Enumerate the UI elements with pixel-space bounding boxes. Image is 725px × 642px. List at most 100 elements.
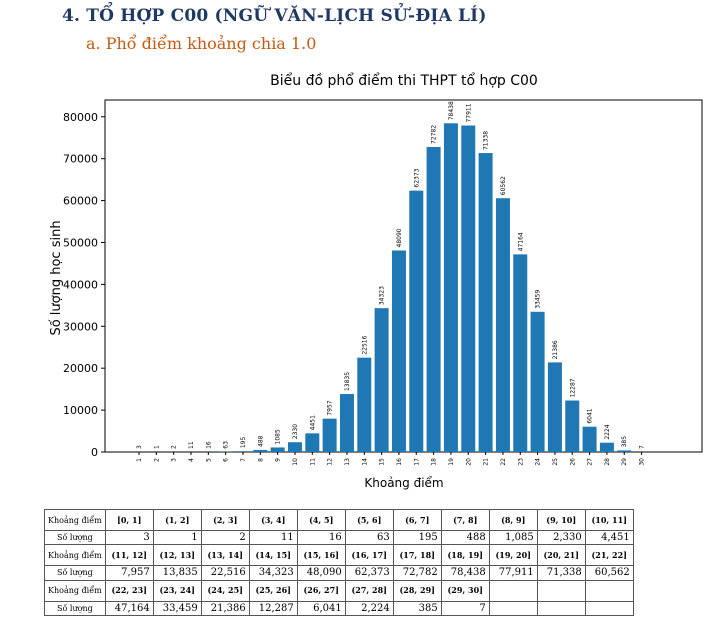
count-cell: 48,090 <box>296 565 346 581</box>
x-tick-label: 22 <box>500 458 507 466</box>
range-cell: (10, 11] <box>584 509 634 531</box>
count-cell: 60,562 <box>584 565 634 581</box>
range-cell: (11, 12] <box>104 544 154 567</box>
bar <box>270 447 285 452</box>
data-label: 385 <box>621 436 628 448</box>
data-label: 2330 <box>292 424 299 439</box>
bar <box>547 362 562 452</box>
range-cell <box>536 579 586 602</box>
count-cell <box>488 600 538 616</box>
x-tick-label: 1 <box>136 458 143 462</box>
plot-area: 0 10000 20000 30000 40000 50000 60000 70000 8000… <box>63 99 703 466</box>
count-cell: 47,164 <box>104 600 154 616</box>
data-label: 2224 <box>604 424 611 439</box>
bar <box>391 250 406 452</box>
y-tick-label: 30000 <box>63 320 98 333</box>
data-label: 1 <box>153 445 160 449</box>
data-label: 1085 <box>275 429 282 444</box>
data-label: 2 <box>171 445 178 449</box>
range-cell: (29, 30] <box>440 579 490 602</box>
data-label: 33459 <box>535 290 542 309</box>
range-cell: (4, 5] <box>296 509 346 531</box>
data-label: 13835 <box>344 372 351 391</box>
bar <box>530 311 545 452</box>
data-label: 47164 <box>517 232 524 251</box>
x-tick-label: 9 <box>275 458 282 462</box>
x-tick-label: 21 <box>483 458 490 466</box>
x-axis-label: Khoảng điểm <box>364 476 443 490</box>
range-cell: [0, 1] <box>104 509 154 531</box>
bar <box>305 433 320 452</box>
data-label: 34323 <box>379 286 386 305</box>
count-cell: 488 <box>440 529 490 546</box>
x-tick-label: 10 <box>292 458 299 466</box>
range-cell: (15, 16] <box>296 544 346 567</box>
bar <box>513 254 528 452</box>
range-cell: (22, 23] <box>104 579 154 602</box>
range-cell: (23, 24] <box>152 579 202 602</box>
bar <box>409 190 424 452</box>
bar <box>617 450 632 452</box>
range-cell: (24, 25] <box>200 579 250 602</box>
bar <box>322 418 337 452</box>
bar <box>357 357 372 452</box>
range-cell: (19, 20] <box>488 544 538 567</box>
count-cell <box>536 600 586 616</box>
table-row: Số lượng 47,164 33,459 21,386 12,287 6,041 2,2… <box>44 600 634 616</box>
count-cell: 34,323 <box>248 565 298 581</box>
y-tick-label: 40000 <box>63 278 98 291</box>
data-label: 195 <box>240 437 247 449</box>
data-label: 7957 <box>327 400 334 415</box>
score-table: Khoảng điểm [0, 1] (1, 2] (2, 3] (3, 4] (4, 5… <box>44 509 634 616</box>
x-tick-label: 16 <box>396 458 403 466</box>
x-tick-label: 14 <box>361 458 368 466</box>
x-tick-label: 7 <box>240 458 247 462</box>
x-tick-label: 20 <box>465 458 472 466</box>
bar <box>478 153 493 452</box>
range-cell: (2, 3] <box>200 509 250 531</box>
data-label: 48090 <box>396 228 403 247</box>
x-tick-label: 30 <box>639 458 646 466</box>
data-label: 60562 <box>500 176 507 195</box>
count-cell: 78,438 <box>440 565 490 581</box>
count-cell: 11 <box>248 529 298 546</box>
y-tick-label: 10000 <box>63 404 98 417</box>
count-cell: 6,041 <box>296 600 346 616</box>
data-label: 6041 <box>587 408 594 423</box>
data-label: 72782 <box>431 125 438 144</box>
count-cell: 22,516 <box>200 565 250 581</box>
x-tick-label: 29 <box>621 458 628 466</box>
count-cell: 2 <box>200 529 250 546</box>
y-tick-label: 0 <box>91 446 98 459</box>
bar <box>495 198 510 452</box>
x-tick-label: 13 <box>344 458 351 466</box>
count-cell: 1 <box>152 529 202 546</box>
count-cell: 7 <box>440 600 490 616</box>
x-tick-label: 19 <box>448 458 455 466</box>
range-cell: (25, 26] <box>248 579 298 602</box>
bar <box>599 442 614 452</box>
range-cell: (21, 22] <box>584 544 634 567</box>
table-row: Số lượng 3 1 2 11 16 63 195 488 1,085 2,330 4,451 <box>44 529 634 546</box>
y-tick-label: 50000 <box>63 236 98 249</box>
bar <box>339 394 354 452</box>
data-label: 78438 <box>448 101 455 120</box>
data-label: 22516 <box>361 335 368 354</box>
bar <box>461 125 476 452</box>
y-tick-label: 60000 <box>63 195 98 208</box>
bar <box>235 451 250 452</box>
y-tick-label: 80000 <box>63 111 98 124</box>
range-cell: (1, 2] <box>152 509 202 531</box>
data-label: 21386 <box>552 340 559 359</box>
bar <box>582 426 597 452</box>
chart-title: Biểu đồ phổ điểm thi THPT tổ hợp C00 <box>270 72 538 89</box>
range-cell <box>584 579 634 602</box>
range-cell: (20, 21] <box>536 544 586 567</box>
count-cell: 195 <box>392 529 442 546</box>
data-label: 7 <box>639 445 646 449</box>
range-cell: (27, 28] <box>344 579 394 602</box>
range-cell: (9, 10] <box>536 509 586 531</box>
count-cell: 63 <box>344 529 394 546</box>
x-tick-label: 11 <box>309 458 316 466</box>
range-cell: (7, 8] <box>440 509 490 531</box>
